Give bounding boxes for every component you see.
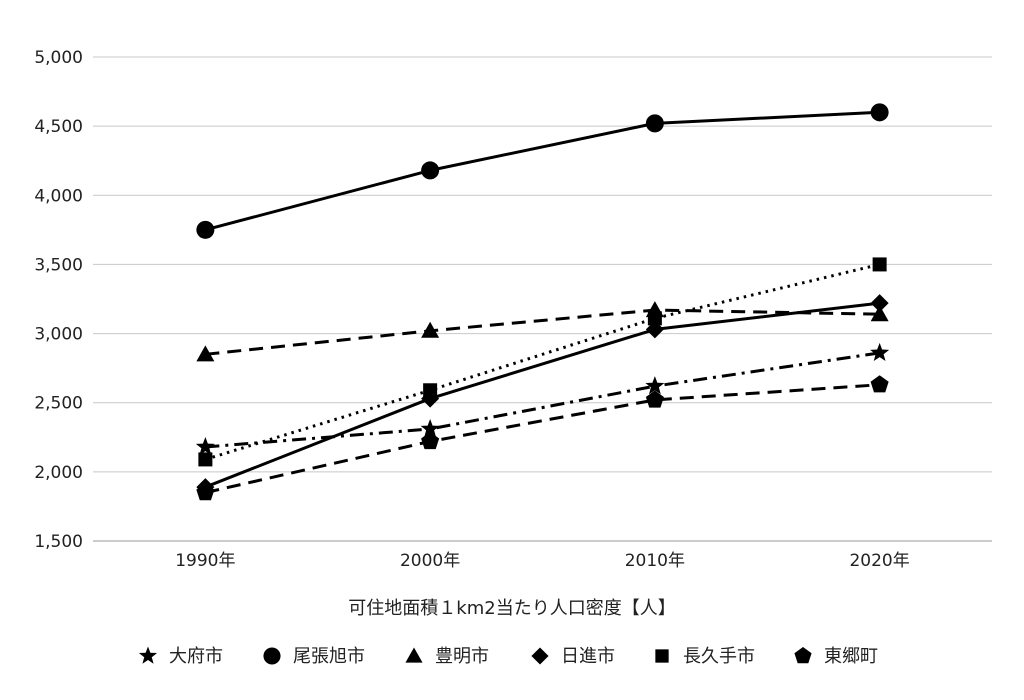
legend-label: 大府市 bbox=[169, 646, 223, 667]
legend-marker bbox=[531, 647, 549, 665]
x-tick-label: 1990年 bbox=[175, 551, 235, 571]
series-line bbox=[204, 262, 880, 461]
legend-marker bbox=[138, 646, 158, 664]
legend-label: 東郷町 bbox=[824, 646, 878, 667]
data-point-marker bbox=[870, 375, 889, 393]
data-point-marker bbox=[198, 452, 213, 467]
series-4 bbox=[196, 294, 889, 497]
x-tick-label: 2000年 bbox=[400, 551, 460, 571]
legend-item: 豊明市 bbox=[405, 646, 489, 667]
series-5 bbox=[198, 257, 887, 467]
series-line bbox=[205, 308, 880, 356]
y-tick-label: 2,500 bbox=[34, 394, 83, 414]
legend-label: 豊明市 bbox=[435, 646, 489, 667]
legend-label: 日進市 bbox=[561, 646, 615, 667]
data-point-marker bbox=[870, 294, 889, 313]
series-line bbox=[204, 301, 880, 489]
series-1 bbox=[195, 342, 890, 456]
data-point-marker bbox=[870, 103, 889, 122]
data-point-marker bbox=[645, 390, 664, 408]
y-axis-tick-labels: 1,500 2,000 2,500 3,000 3,500 4,000 4,500 5,000 bbox=[34, 48, 83, 552]
data-point-marker bbox=[421, 321, 440, 338]
series-lines bbox=[195, 103, 890, 501]
x-axis-title: 可住地面積１km2当たり人口密度【人】 bbox=[348, 598, 675, 619]
series-line bbox=[205, 383, 880, 495]
legend-marker bbox=[655, 649, 669, 663]
data-point-marker bbox=[872, 257, 887, 272]
legend-marker bbox=[794, 646, 812, 664]
legend-item: 大府市 bbox=[138, 646, 223, 667]
y-tick-label: 3,500 bbox=[34, 255, 83, 275]
y-tick-label: 1,500 bbox=[34, 532, 83, 552]
x-axis-tick-labels: 1990年 2000年 2010年 2020年 bbox=[175, 551, 910, 571]
y-tick-label: 4,000 bbox=[34, 186, 83, 206]
legend-item: 長久手市 bbox=[655, 646, 755, 667]
series-line bbox=[205, 351, 880, 449]
legend-label: 尾張旭市 bbox=[293, 646, 365, 667]
legend-label: 長久手市 bbox=[683, 646, 755, 667]
series-6 bbox=[196, 375, 889, 501]
y-tick-label: 3,000 bbox=[34, 325, 83, 345]
data-point-marker bbox=[423, 383, 438, 398]
series-line bbox=[204, 110, 880, 232]
legend-item: 東郷町 bbox=[794, 646, 878, 667]
data-point-marker bbox=[195, 436, 215, 456]
legend-item: 日進市 bbox=[531, 646, 615, 667]
y-tick-label: 5,000 bbox=[34, 48, 83, 68]
gridlines bbox=[93, 56, 992, 542]
legend: 大府市 尾張旭市 豊明市 日進市 長久手市 東郷町 bbox=[138, 646, 878, 667]
x-tick-label: 2020年 bbox=[849, 551, 909, 571]
data-point-marker bbox=[196, 483, 215, 501]
data-point-marker bbox=[645, 114, 664, 133]
x-tick-label: 2010年 bbox=[625, 551, 685, 571]
y-tick-label: 2,000 bbox=[34, 463, 83, 483]
data-point-marker bbox=[421, 161, 440, 180]
data-point-marker bbox=[870, 342, 890, 362]
series-3 bbox=[196, 301, 889, 362]
data-point-marker bbox=[647, 311, 662, 326]
series-2 bbox=[196, 103, 889, 239]
y-tick-label: 4,500 bbox=[34, 117, 83, 137]
legend-marker bbox=[405, 647, 423, 663]
data-point-marker bbox=[645, 376, 665, 395]
data-point-marker bbox=[196, 220, 215, 239]
data-point-marker bbox=[420, 418, 440, 438]
data-point-marker bbox=[421, 431, 440, 450]
legend-marker bbox=[263, 647, 281, 665]
legend-item: 尾張旭市 bbox=[263, 646, 365, 667]
data-point-marker bbox=[196, 345, 215, 362]
data-point-marker bbox=[870, 305, 889, 322]
